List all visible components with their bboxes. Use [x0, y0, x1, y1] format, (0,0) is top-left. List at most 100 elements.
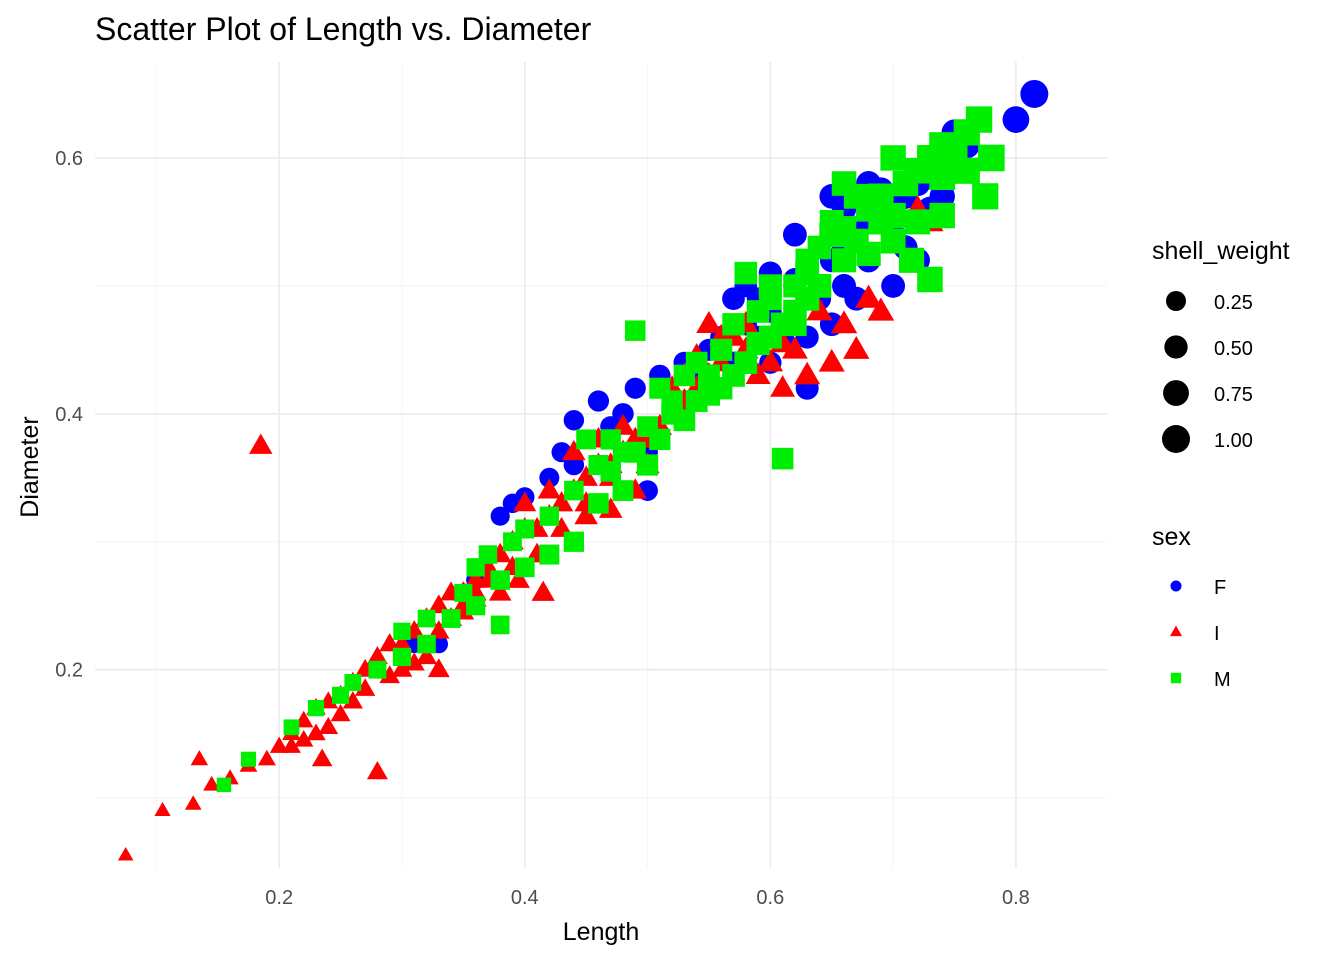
data-point-M	[771, 447, 794, 470]
data-point-I	[843, 336, 870, 359]
shape-legend-label: M	[1214, 669, 1231, 691]
shape-legend-key	[1169, 625, 1183, 637]
data-point-M	[905, 209, 931, 235]
data-point-I	[562, 439, 586, 461]
data-point-M	[216, 777, 232, 793]
data-point-F	[490, 506, 510, 526]
size-legend-label: 0.50	[1214, 338, 1253, 360]
data-point-M	[795, 286, 820, 311]
data-point-I	[757, 349, 784, 372]
data-point-I	[184, 795, 202, 810]
data-point-I	[311, 748, 333, 767]
data-point-M	[564, 480, 584, 501]
data-point-I	[269, 736, 289, 753]
data-point-M	[929, 202, 955, 229]
x-tick-label: 0.8	[1002, 887, 1030, 909]
data-point-M	[758, 274, 782, 298]
data-point-F	[832, 273, 856, 298]
data-point-I	[745, 362, 771, 384]
shape-legend-title: sex	[1152, 523, 1191, 551]
data-point-M	[880, 202, 906, 229]
x-tick-label: 0.2	[265, 887, 293, 909]
data-point-F	[1002, 106, 1030, 133]
data-point-I	[415, 645, 438, 665]
data-point-I	[818, 348, 845, 372]
data-point-M	[625, 320, 646, 341]
x-tick-label: 0.4	[511, 887, 539, 909]
data-point-M	[417, 634, 436, 654]
data-point-I	[855, 284, 882, 308]
data-point-I	[696, 310, 722, 333]
data-point-I	[427, 658, 450, 678]
data-point-I	[488, 581, 512, 601]
data-point-I	[782, 336, 808, 359]
data-point-M	[478, 545, 498, 564]
data-point-F	[722, 287, 745, 311]
data-point-M	[722, 313, 745, 336]
data-point-M	[953, 157, 980, 184]
y-tick-label: 0.4	[55, 404, 83, 426]
data-point-M	[344, 674, 362, 691]
size-legend-key	[1166, 291, 1186, 311]
data-point-M	[624, 441, 646, 463]
data-point-M	[722, 364, 745, 387]
data-point-M	[240, 751, 257, 767]
data-point-M	[795, 261, 820, 286]
data-point-I	[282, 736, 301, 753]
data-point-F	[612, 403, 634, 425]
data-point-M	[417, 609, 436, 628]
data-point-M	[307, 699, 325, 717]
data-point-M	[514, 557, 535, 578]
data-point-M	[588, 493, 609, 514]
data-point-M	[710, 338, 733, 361]
data-point-M	[539, 544, 560, 565]
data-point-I	[257, 749, 276, 766]
data-point-I	[366, 761, 388, 780]
data-point-M	[734, 261, 758, 285]
data-point-I	[318, 716, 339, 734]
data-point-I	[537, 478, 561, 499]
data-point-M	[965, 106, 993, 133]
data-point-M	[563, 531, 585, 552]
data-point-I	[367, 645, 388, 664]
data-point-I	[203, 775, 221, 791]
data-point-F	[539, 467, 560, 488]
y-tick-label: 0.6	[55, 148, 83, 170]
size-legend-label: 0.25	[1214, 292, 1253, 314]
data-point-F	[1020, 79, 1049, 108]
data-point-M	[368, 660, 387, 679]
size-legend: shell_weight 0.25 0.50 0.75 1.00	[1152, 237, 1290, 453]
data-point-F	[624, 377, 646, 399]
chart-title: Scatter Plot of Length vs. Diameter	[95, 11, 592, 47]
size-legend-keys: 0.25 0.50 0.75 1.00	[1162, 291, 1253, 453]
data-point-I	[342, 691, 363, 709]
data-point-I	[574, 503, 598, 525]
shape-legend-label: I	[1214, 623, 1220, 645]
data-points	[117, 79, 1049, 861]
data-point-M	[697, 383, 721, 406]
data-point-M	[393, 622, 411, 640]
data-point-M	[783, 312, 807, 337]
data-point-I	[428, 620, 450, 639]
data-point-F	[782, 222, 807, 247]
data-point-I	[507, 568, 530, 588]
data-point-M	[332, 686, 350, 704]
data-point-M	[831, 216, 857, 241]
data-point-M	[539, 506, 559, 526]
data-point-I	[531, 580, 555, 601]
size-legend-label: 1.00	[1214, 430, 1253, 452]
data-point-I	[354, 678, 376, 696]
data-point-M	[673, 409, 696, 432]
data-point-M	[576, 429, 597, 450]
shape-legend-key	[1170, 672, 1182, 684]
data-point-M	[392, 647, 412, 667]
shape-legend: sex F I M	[1152, 523, 1231, 691]
data-point-I	[427, 594, 450, 614]
data-point-M	[515, 519, 535, 539]
data-point-I	[794, 361, 821, 385]
shape-legend-label: F	[1214, 577, 1226, 599]
data-point-F	[881, 273, 906, 298]
data-point-I	[117, 847, 134, 861]
data-point-I	[306, 723, 326, 741]
